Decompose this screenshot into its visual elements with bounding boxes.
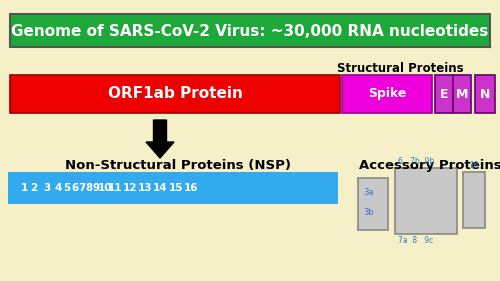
Text: 8: 8 (86, 183, 93, 193)
Text: 11: 11 (108, 183, 122, 193)
Text: 14: 14 (153, 183, 168, 193)
Bar (435, 75, 453, 113)
FancyArrow shape (146, 120, 174, 158)
Bar (358, 178, 388, 230)
Bar (395, 168, 457, 234)
Bar (463, 172, 485, 228)
Text: 1: 1 (20, 183, 28, 193)
Bar (453, 75, 471, 113)
Text: 10: 10 (469, 161, 479, 170)
Text: 6: 6 (71, 183, 78, 193)
Text: Non-Structural Proteins (NSP): Non-Structural Proteins (NSP) (65, 160, 291, 173)
Bar (475, 75, 495, 113)
Text: 12: 12 (122, 183, 137, 193)
Text: 2: 2 (30, 183, 38, 193)
Text: N: N (480, 87, 490, 101)
Text: E: E (440, 87, 448, 101)
Text: 5: 5 (64, 183, 71, 193)
Text: 15: 15 (168, 183, 183, 193)
Bar (10, 75, 340, 113)
Text: 6   7b  9b: 6 7b 9b (398, 157, 434, 166)
Text: 10: 10 (98, 183, 112, 193)
Text: 13: 13 (138, 183, 152, 193)
Text: 3a: 3a (363, 188, 374, 197)
Text: 3: 3 (44, 183, 51, 193)
Bar (10, 14, 490, 47)
Text: M: M (456, 87, 468, 101)
Text: 16: 16 (184, 183, 198, 193)
Text: 3b: 3b (363, 208, 374, 217)
Text: 9: 9 (93, 183, 100, 193)
Text: Accessory Proteins: Accessory Proteins (358, 160, 500, 173)
Text: 4: 4 (54, 183, 62, 193)
Text: 7: 7 (78, 183, 86, 193)
Bar (8, 172, 338, 204)
Text: Genome of SARS-CoV-2 Virus: ~30,000 RNA nucleotides: Genome of SARS-CoV-2 Virus: ~30,000 RNA … (12, 24, 488, 38)
Text: Spike: Spike (368, 87, 406, 101)
Bar (342, 75, 432, 113)
Text: Structural Proteins: Structural Proteins (336, 62, 464, 74)
Text: ORF1ab Protein: ORF1ab Protein (108, 87, 242, 101)
Text: 7a  8   9c: 7a 8 9c (398, 236, 433, 245)
